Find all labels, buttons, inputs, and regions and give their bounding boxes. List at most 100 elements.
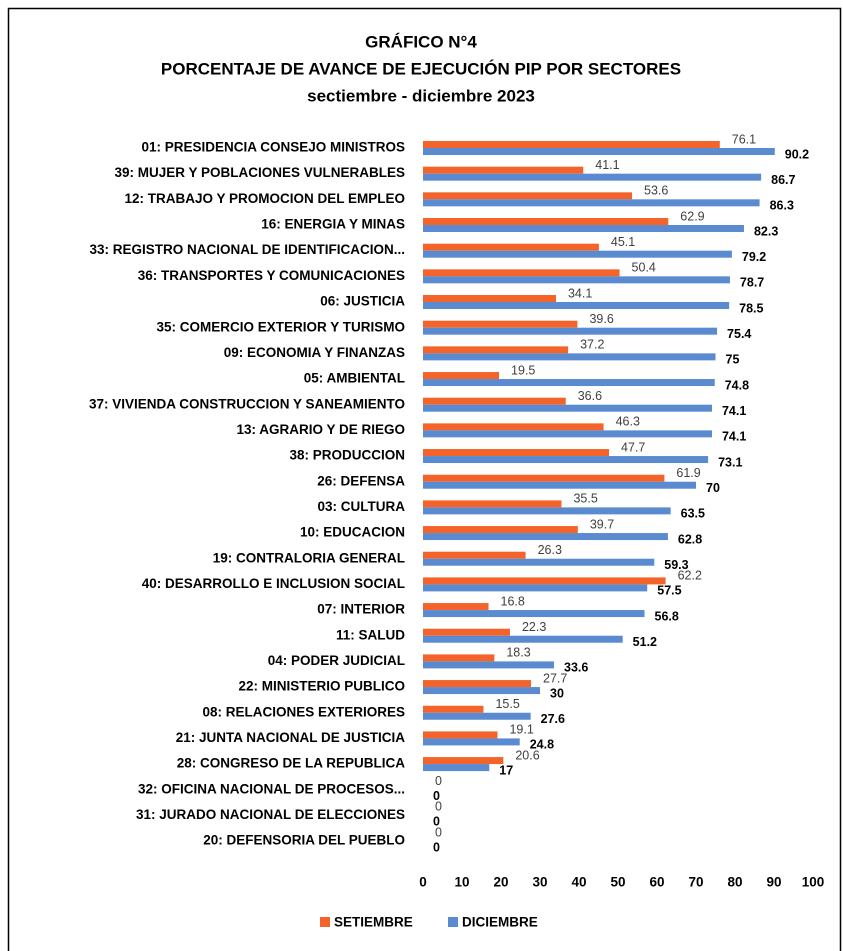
- data-label: 78.5: [739, 301, 763, 315]
- data-label: 76.1: [732, 132, 756, 146]
- y-tick-label: 03: CULTURA: [318, 499, 406, 514]
- bar: [423, 757, 504, 765]
- y-tick-label: 26: DEFENSA: [317, 473, 405, 488]
- bar: [423, 250, 732, 258]
- bar: [423, 500, 562, 508]
- data-label: 90.2: [785, 147, 809, 161]
- y-tick-label: 39: MUJER Y POBLACIONES VULNERABLES: [114, 165, 405, 180]
- bar: [423, 430, 712, 438]
- data-label: 24.8: [530, 738, 554, 752]
- x-tick-label: 40: [571, 875, 586, 890]
- data-label: 20.6: [515, 748, 539, 762]
- data-label: 33.6: [564, 661, 588, 675]
- bar: [423, 738, 520, 746]
- y-tick-label: 06: JUSTICIA: [320, 294, 405, 309]
- bar: [423, 192, 633, 200]
- data-label: 74.1: [722, 404, 746, 418]
- data-label: 86.3: [770, 199, 794, 213]
- bar: [423, 577, 666, 585]
- data-label: 22.3: [522, 620, 546, 634]
- legend-label: DICIEMBRE: [462, 915, 538, 930]
- bar: [423, 507, 671, 515]
- y-tick-label: 35: COMERCIO EXTERIOR Y TURISMO: [156, 319, 405, 334]
- data-label: 56.8: [655, 609, 679, 623]
- bar: [423, 218, 669, 226]
- bar: [423, 148, 775, 155]
- bar: [423, 346, 569, 354]
- data-label: 0: [433, 840, 440, 854]
- x-tick-label: 100: [802, 875, 825, 890]
- data-label: 0: [433, 815, 440, 829]
- y-tick-label: 05: AMBIENTAL: [304, 371, 405, 386]
- y-tick-label: 31: JURADO NACIONAL DE ELECCIONES: [136, 807, 405, 822]
- data-label: 86.7: [771, 173, 795, 187]
- data-label: 37.2: [580, 338, 604, 352]
- data-label: 41.1: [595, 158, 619, 172]
- y-tick-label: 33: REGISTRO NACIONAL DE IDENTIFICACION.…: [89, 242, 405, 257]
- x-tick-label: 30: [532, 875, 547, 890]
- x-tick-label: 60: [649, 875, 664, 890]
- bar: [423, 481, 696, 489]
- data-label: 45.1: [611, 235, 635, 249]
- data-label: 82.3: [754, 224, 778, 238]
- y-tick-label: 04: PODER JUDICIAL: [268, 653, 405, 668]
- y-tick-label: 20: DEFENSORIA DEL PUEBLO: [203, 833, 405, 848]
- data-label: 50.4: [632, 261, 656, 275]
- bar: [423, 276, 730, 284]
- data-label: 15.5: [495, 697, 519, 711]
- data-label: 79.2: [742, 250, 766, 264]
- bar: [423, 327, 718, 335]
- y-tick-label: 36: TRANSPORTES Y COMUNICACIONES: [138, 268, 405, 283]
- bar: [423, 302, 730, 310]
- data-label: 0: [435, 774, 442, 788]
- x-tick-label: 10: [454, 875, 469, 890]
- x-tick-label: 80: [727, 875, 742, 890]
- data-label: 74.1: [722, 430, 746, 444]
- data-label: 53.6: [644, 184, 668, 198]
- data-label: 46.3: [616, 415, 640, 429]
- data-label: 0: [435, 825, 442, 839]
- data-label: 62.2: [678, 569, 702, 583]
- data-label: 74.8: [725, 378, 749, 392]
- data-label: 62.8: [678, 532, 702, 546]
- x-tick-label: 20: [493, 875, 508, 890]
- data-label: 75: [726, 353, 740, 367]
- data-label: 63.5: [681, 507, 705, 521]
- chart-title: GRÁFICO N°4: [365, 32, 477, 51]
- data-label: 59.3: [664, 558, 688, 572]
- x-tick-label: 90: [766, 875, 781, 890]
- bar: [423, 551, 526, 559]
- data-label: 78.7: [740, 276, 764, 290]
- bar: [423, 225, 744, 233]
- bar: [423, 712, 531, 720]
- data-label: 70: [706, 481, 720, 495]
- data-label: 36.6: [578, 389, 602, 403]
- data-label: 51.2: [633, 635, 657, 649]
- data-label: 57.5: [657, 584, 681, 598]
- y-tick-label: 12: TRABAJO Y PROMOCION DEL EMPLEO: [124, 191, 405, 206]
- data-label: 26.3: [538, 543, 562, 557]
- chart-title: PORCENTAJE DE AVANCE DE EJECUCIÓN PIP PO…: [161, 59, 681, 78]
- legend-swatch: [448, 917, 458, 927]
- y-tick-label: 09: ECONOMIA Y FINANZAS: [224, 345, 405, 360]
- data-label: 34.1: [568, 286, 592, 300]
- data-label: 17: [499, 763, 513, 777]
- bar: [423, 423, 604, 431]
- legend-label: SETIEMBRE: [334, 915, 413, 930]
- bar: [423, 269, 620, 277]
- bar: [423, 731, 498, 739]
- data-label: 0: [435, 800, 442, 814]
- x-tick-label: 70: [688, 875, 703, 890]
- data-label: 19.1: [509, 723, 533, 737]
- bar: [423, 353, 716, 361]
- bar: [423, 372, 500, 380]
- bar: [423, 705, 484, 713]
- data-label: 73.1: [718, 455, 742, 469]
- data-label: 18.3: [506, 646, 530, 660]
- bar: [423, 533, 668, 541]
- y-tick-label: 11: SALUD: [336, 627, 405, 642]
- bar: [423, 610, 645, 618]
- data-label: 27.6: [541, 712, 565, 726]
- data-label: 19.5: [511, 363, 535, 377]
